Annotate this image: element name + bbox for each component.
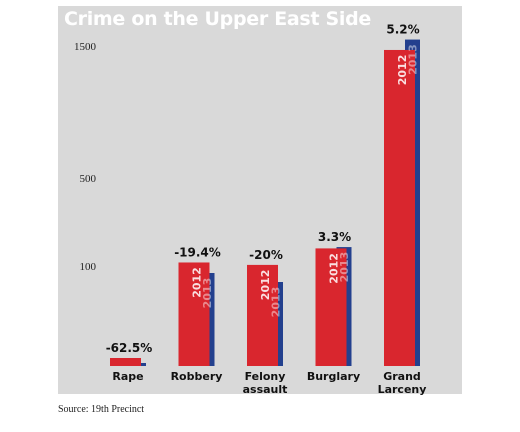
category-label: Felony assault — [243, 370, 288, 396]
bar-2012-grand-larceny — [384, 49, 415, 367]
category-label: Rape — [112, 370, 143, 383]
bar-year-label-2013: 2013 — [338, 252, 351, 283]
bar-2012-burglary — [315, 248, 347, 366]
pct-change-label: -20% — [249, 248, 283, 262]
category-label: Burglary — [307, 370, 360, 383]
y-tick-label-500: 500 — [80, 173, 97, 185]
bar-year-label-2012: 2012 — [396, 55, 409, 86]
pct-change-label: -19.4% — [174, 245, 221, 259]
bar-2012-robbery — [178, 262, 210, 366]
source-note: Source: 19th Precinct — [58, 404, 145, 415]
y-tick-label-100: 100 — [80, 261, 97, 273]
chart-title: Crime on the Upper East Side — [64, 8, 372, 30]
bar-year-label-2013: 2013 — [270, 287, 283, 318]
pct-change-label: 3.3% — [318, 230, 351, 244]
bar-year-label-2012: 2012 — [191, 267, 204, 298]
bar-2012-rape — [110, 358, 141, 366]
pct-change-label: -62.5% — [106, 341, 153, 355]
bar-2012-felony-assault — [247, 264, 278, 366]
bar-year-label-2013: 2013 — [201, 278, 214, 309]
bar-year-label-2012: 2012 — [328, 253, 341, 284]
category-label: Robbery — [171, 370, 223, 383]
y-tick-label-1500: 1500 — [74, 41, 97, 53]
category-label: Grand Larceny — [378, 370, 427, 396]
bar-year-label-2013: 2013 — [407, 44, 420, 75]
pct-change-label: 5.2% — [386, 23, 419, 37]
bar-year-label-2012: 2012 — [259, 270, 272, 301]
